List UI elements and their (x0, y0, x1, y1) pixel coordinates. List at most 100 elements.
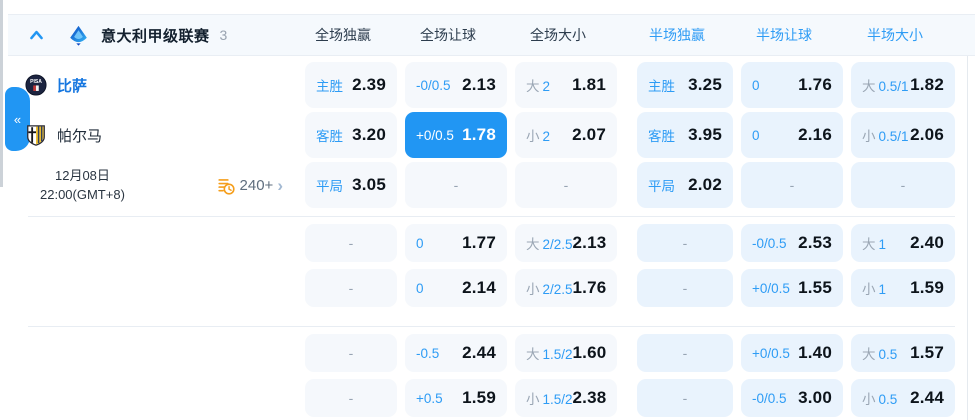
panel-right-divider (967, 56, 968, 420)
odds-section-alt-lines-2: - -0.5 2.44 大 1.5/2 1.60- +0/0.5 1.40 大 0.5 1.57 -… (28, 327, 955, 420)
col-header-ht-handicap: 半场让球 (756, 27, 812, 43)
odds-cell[interactable]: 客胜 3.95 (637, 112, 733, 158)
collapse-icon: « (13, 111, 22, 127)
home-team-name: 比萨 (57, 77, 88, 95)
odds-line-label: -0/0.5 (752, 235, 787, 251)
odds-line-label: 客胜 (316, 129, 343, 144)
odds-cell[interactable]: 大 2 1.81 (515, 62, 617, 108)
odds-cell[interactable]: 小 1.5/2 2.38 (515, 379, 617, 417)
chevron-up-icon[interactable] (28, 27, 45, 44)
odds-value: 2.53 (798, 233, 832, 252)
odds-value: 3.95 (688, 125, 722, 144)
odds-cell[interactable]: 大 1 2.40 (851, 224, 955, 262)
odds-value: 2.13 (572, 233, 607, 252)
collapse-sidebar-button[interactable]: « (5, 87, 30, 151)
match-time: 22:00(GMT+8) (40, 187, 125, 202)
odds-value: 2.14 (462, 278, 496, 297)
odds-cell[interactable]: 平局 3.05 (305, 162, 397, 208)
odds-value: 1.59 (462, 388, 496, 407)
pisa-crest-icon: PISA (25, 74, 47, 96)
odds-cell[interactable]: -0.5 2.44 (405, 334, 507, 372)
odds-line-label: +0/0.5 (752, 345, 790, 361)
odds-cell[interactable]: 小 2/2.5 1.76 (515, 269, 617, 307)
odds-cell[interactable]: 大 2/2.5 2.13 (515, 224, 617, 262)
col-header-ft-handicap: 全场让球 (420, 27, 476, 43)
odds-value: 2.40 (910, 233, 944, 252)
odds-cell[interactable]: 0 2.16 (741, 112, 843, 158)
odds-line-label: 小 1.5/2 (526, 392, 573, 407)
odds-value: 3.00 (798, 388, 832, 407)
home-team[interactable]: PISA 比萨 (25, 74, 88, 96)
col-header-ft-overunder: 全场大小 (530, 27, 586, 43)
match-meta-row: 12月08日 22:00(GMT+8) 240+ (28, 162, 955, 208)
odds-value: 1.60 (572, 343, 607, 362)
odds-cell[interactable]: 大 0.5/1 1.82 (851, 62, 955, 108)
odds-value: 2.16 (798, 125, 832, 144)
league-header: 意大利甲级联赛 3 全场独赢 全场让球 全场大小 半场独赢 半场让球 半场大小 (8, 14, 975, 56)
odds-cell[interactable]: +0/0.5 1.40 (741, 334, 843, 372)
odds-value: 3.25 (688, 75, 722, 94)
odds-cell[interactable]: 小 0.5 2.44 (851, 379, 955, 417)
odds-cell[interactable]: 主胜 2.39 (305, 62, 397, 108)
odds-line-label: 0 (416, 235, 424, 251)
odds-cell[interactable]: 0 2.14 (405, 269, 507, 307)
odds-value: 2.39 (352, 75, 386, 94)
more-markets-link[interactable]: 240+ › (216, 176, 283, 195)
parma-crest-icon (27, 125, 45, 146)
odds-cell[interactable]: 小 1 1.59 (851, 269, 955, 307)
odds-line-label: 0 (416, 280, 424, 296)
odds-cell[interactable]: 小 0.5/1 2.06 (851, 112, 955, 158)
odds-line-label: 小 2/2.5 (526, 282, 573, 297)
odds-cell[interactable]: +0/0.5 1.55 (741, 269, 843, 307)
odds-cell-empty: - (637, 379, 733, 417)
odds-line-label: 大 2/2.5 (526, 237, 573, 252)
odds-value: 1.76 (572, 278, 607, 297)
odds-line-label: 大 0.5 (862, 347, 898, 362)
odds-value: 2.44 (462, 343, 496, 362)
league-match-count: 3 (219, 27, 228, 43)
sidebar-edge (0, 0, 3, 187)
odds-value: 2.02 (688, 175, 722, 194)
odds-cell-empty: - (305, 224, 397, 262)
odds-line-label: 大 1.5/2 (526, 347, 573, 362)
home-team-row: PISA 比萨 主胜 2.39 -0/0.5 2.13 大 2 1.81 主胜 3.25 0 1.7… (25, 62, 955, 108)
odds-cell-empty: - (515, 162, 617, 208)
odds-line-label: 小 0.5 (862, 392, 898, 407)
odds-cell[interactable]: 0 1.77 (405, 224, 507, 262)
odds-value: 3.20 (352, 125, 386, 144)
odds-value: 1.55 (798, 278, 832, 297)
odds-cell-empty: - (305, 269, 397, 307)
odds-cell-empty: - (305, 379, 397, 417)
odds-cell[interactable]: -0/0.5 3.00 (741, 379, 843, 417)
odds-line-label: 主胜 (648, 79, 675, 94)
odds-cell[interactable]: 小 2 2.07 (515, 112, 617, 158)
odds-cell[interactable]: 大 0.5 1.57 (851, 334, 955, 372)
odds-cell-selected[interactable]: +0/0.5 1.78 (405, 112, 507, 158)
odds-value: 2.07 (572, 125, 606, 144)
odds-line-label: +0.5 (416, 390, 443, 406)
match-datetime: 12月08日 22:00(GMT+8) (40, 166, 125, 205)
odds-cell[interactable]: 大 1.5/2 1.60 (515, 334, 617, 372)
odds-cell[interactable]: 主胜 3.25 (637, 62, 733, 108)
odds-cell[interactable]: -0/0.5 2.53 (741, 224, 843, 262)
odds-cell-empty: - (305, 334, 397, 372)
odds-cell-empty: - (637, 334, 733, 372)
odds-value: 3.05 (352, 175, 386, 194)
odds-value: 1.77 (462, 233, 496, 252)
odds-cell[interactable]: 平局 2.02 (637, 162, 733, 208)
odds-line-label: 客胜 (648, 129, 675, 144)
away-team[interactable]: 帕尔马 (27, 124, 102, 146)
odds-line-label: 平局 (316, 179, 343, 194)
odds-cell-empty: - (637, 269, 733, 307)
odds-cell[interactable]: 客胜 3.20 (305, 112, 397, 158)
odds-section-alt-lines-1: -0 1.77 大 2/2.5 2.13- -0/0.5 2.53 大 1 2.40 -0 2.14… (28, 217, 955, 327)
odds-line-label: 0 (752, 77, 760, 93)
odds-cell[interactable]: +0.5 1.59 (405, 379, 507, 417)
odds-line-label: -0.5 (416, 345, 440, 361)
odds-cell[interactable]: 0 1.76 (741, 62, 843, 108)
odds-cell[interactable]: -0/0.5 2.13 (405, 62, 507, 108)
